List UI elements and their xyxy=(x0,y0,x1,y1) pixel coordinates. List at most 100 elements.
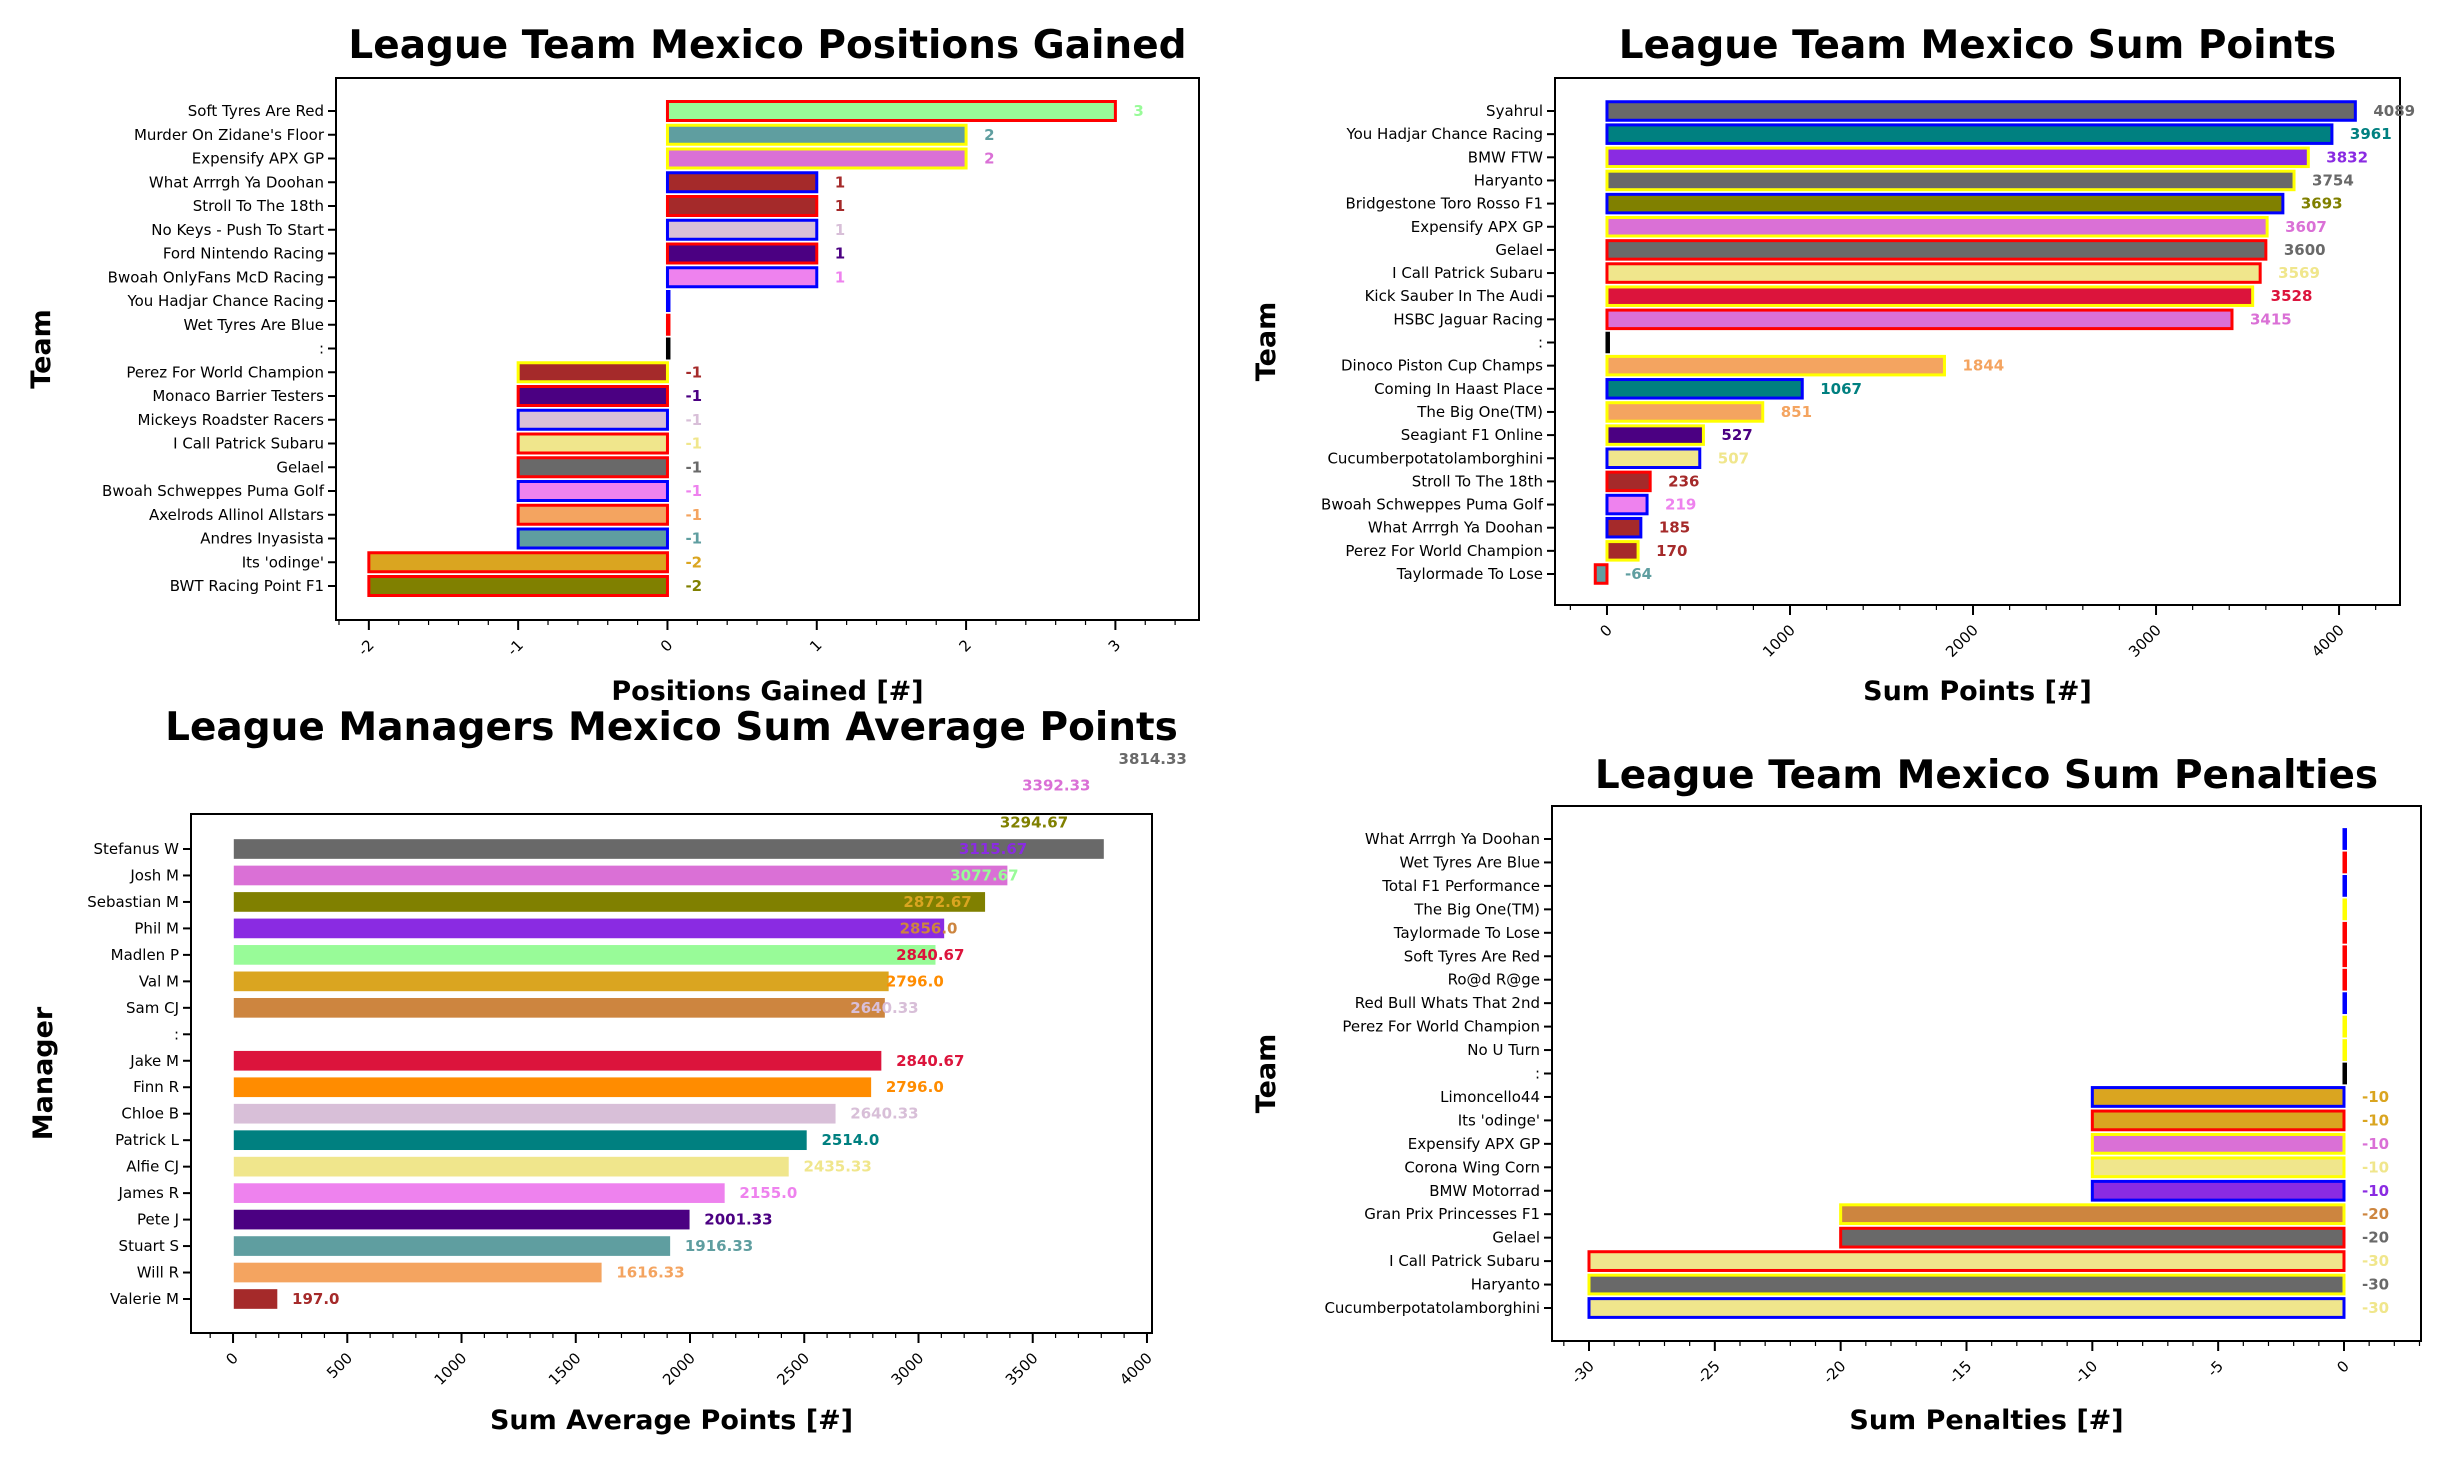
bar xyxy=(1839,1203,2346,1226)
bar xyxy=(2342,898,2347,921)
bar xyxy=(232,1208,692,1231)
bar xyxy=(516,527,669,550)
data-label: 2 xyxy=(984,150,994,168)
x-tick-label: 3 xyxy=(1105,636,1124,655)
data-label: 2872.67 xyxy=(903,893,971,911)
y-tick-label: Coming In Haast Place xyxy=(1374,380,1543,398)
bar xyxy=(665,242,819,265)
data-label: 2001.33 xyxy=(704,1211,772,1229)
data-label: 2840.67 xyxy=(896,946,964,964)
x-tick-label: 500 xyxy=(323,1349,356,1382)
bar xyxy=(232,1287,279,1311)
y-tick-label: The Big One(TM) xyxy=(1413,900,1540,918)
bar xyxy=(665,290,671,312)
chart-2: League Team Mexico Sum Points Syahrul You … xyxy=(1251,23,2415,707)
y-tick-label: Sam CJ xyxy=(126,999,179,1017)
y-tick-label: What Arrrgh Ya Doohan xyxy=(1365,830,1540,848)
bar xyxy=(2090,1086,2346,1108)
data-label: -10 xyxy=(2362,1088,2389,1106)
bar xyxy=(665,218,819,241)
data-label: -20 xyxy=(2362,1205,2389,1223)
x-axis-label: Sum Penalties [#] xyxy=(1849,1405,2123,1436)
bar xyxy=(1593,563,1609,585)
bar xyxy=(1605,239,2268,261)
data-label: 507 xyxy=(1718,449,1749,467)
x-axis-label: Positions Gained [#] xyxy=(611,676,923,707)
bar xyxy=(1605,516,1643,539)
data-label: -1 xyxy=(685,387,702,405)
y-tick-label: I Call Patrick Subaru xyxy=(1392,264,1543,282)
bar xyxy=(2342,921,2347,944)
bar xyxy=(232,943,937,967)
bar xyxy=(1605,424,1705,446)
y-tick-label: Soft Tyres Are Red xyxy=(188,102,324,120)
bar xyxy=(516,361,669,384)
data-label: 3294.67 xyxy=(1000,814,1068,832)
data-label: -10 xyxy=(2362,1158,2389,1176)
y-tick-label: No Keys - Push To Start xyxy=(151,221,324,239)
y-tick-label: Expensify APX GP xyxy=(1408,1135,1540,1153)
x-tick-label: -5 xyxy=(2204,1357,2227,1380)
bar xyxy=(665,123,968,146)
data-label: 2640.33 xyxy=(850,999,918,1017)
data-label: 1916.33 xyxy=(685,1237,753,1255)
data-label: 2856.0 xyxy=(900,919,958,937)
chart-4: League Team Mexico Sum Penalties What Arr… xyxy=(1251,753,2422,1436)
y-tick-label: Murder On Zidane's Floor xyxy=(134,126,325,144)
y-tick-label: Limoncello44 xyxy=(1440,1088,1540,1106)
y-tick-label: Corona Wing Corn xyxy=(1404,1158,1540,1176)
x-axis-label: Sum Points [#] xyxy=(1863,676,2092,707)
bar xyxy=(232,1022,236,1046)
x-tick-label: 0 xyxy=(1596,621,1615,640)
x-tick-label: 3000 xyxy=(888,1349,928,1389)
data-label: 3754 xyxy=(2312,171,2354,189)
bar xyxy=(1587,1273,2346,1296)
y-tick-label: Haryanto xyxy=(1471,1276,1540,1294)
x-tick-label: 1000 xyxy=(431,1349,471,1389)
bar xyxy=(1605,308,2234,331)
bar xyxy=(1587,1297,2346,1319)
y-axis-label: Team xyxy=(26,309,57,389)
data-label: -64 xyxy=(1625,565,1652,583)
y-tick-label: Haryanto xyxy=(1474,171,1543,189)
y-tick-label: I Call Patrick Subaru xyxy=(1389,1252,1540,1270)
data-label: -1 xyxy=(685,482,702,500)
y-tick-label: Will R xyxy=(137,1264,179,1282)
bar xyxy=(367,575,669,597)
y-tick-label: James R xyxy=(118,1184,179,1202)
data-label: 2155.0 xyxy=(739,1184,797,1202)
y-tick-label: BMW FTW xyxy=(1468,148,1543,166)
y-tick-label: Its 'odinge' xyxy=(1458,1111,1540,1129)
data-label: -30 xyxy=(2362,1252,2389,1270)
data-label: 4089 xyxy=(2373,102,2415,120)
bar xyxy=(1605,378,1804,400)
y-tick-label: Perez For World Champion xyxy=(1345,542,1543,560)
y-tick-label: Perez For World Champion xyxy=(1342,1018,1540,1036)
bar xyxy=(232,970,891,993)
y-tick-label: Stuart S xyxy=(119,1237,179,1255)
y-tick-label: Expensify APX GP xyxy=(192,150,324,168)
y-tick-label: : xyxy=(319,340,324,358)
y-tick-label: Bwoah Schweppes Puma Golf xyxy=(1321,496,1544,514)
x-tick-label: 2000 xyxy=(659,1349,699,1389)
data-label: 527 xyxy=(1721,426,1752,444)
bar xyxy=(2342,1062,2347,1085)
y-tick-label: Mickeys Roadster Racers xyxy=(138,411,325,429)
y-tick-label: Val M xyxy=(139,972,179,990)
y-tick-label: Cucumberpotatolamborghini xyxy=(1324,1299,1540,1317)
data-label: 170 xyxy=(1656,542,1687,560)
y-tick-label: No U Turn xyxy=(1467,1041,1540,1059)
bar xyxy=(2342,945,2347,968)
bar xyxy=(232,1075,873,1099)
bar xyxy=(1605,262,2262,284)
x-tick-label: -25 xyxy=(1694,1357,1724,1387)
data-label: 1616.33 xyxy=(616,1264,684,1282)
bar xyxy=(516,456,669,479)
y-tick-label: Seagiant F1 Online xyxy=(1401,426,1543,444)
y-tick-label: Bwoah Schweppes Puma Golf xyxy=(102,482,325,500)
bar xyxy=(232,1181,727,1205)
data-label: 236 xyxy=(1668,472,1699,490)
bar xyxy=(1605,354,1946,377)
bar xyxy=(665,266,819,289)
bar xyxy=(1605,100,2357,122)
